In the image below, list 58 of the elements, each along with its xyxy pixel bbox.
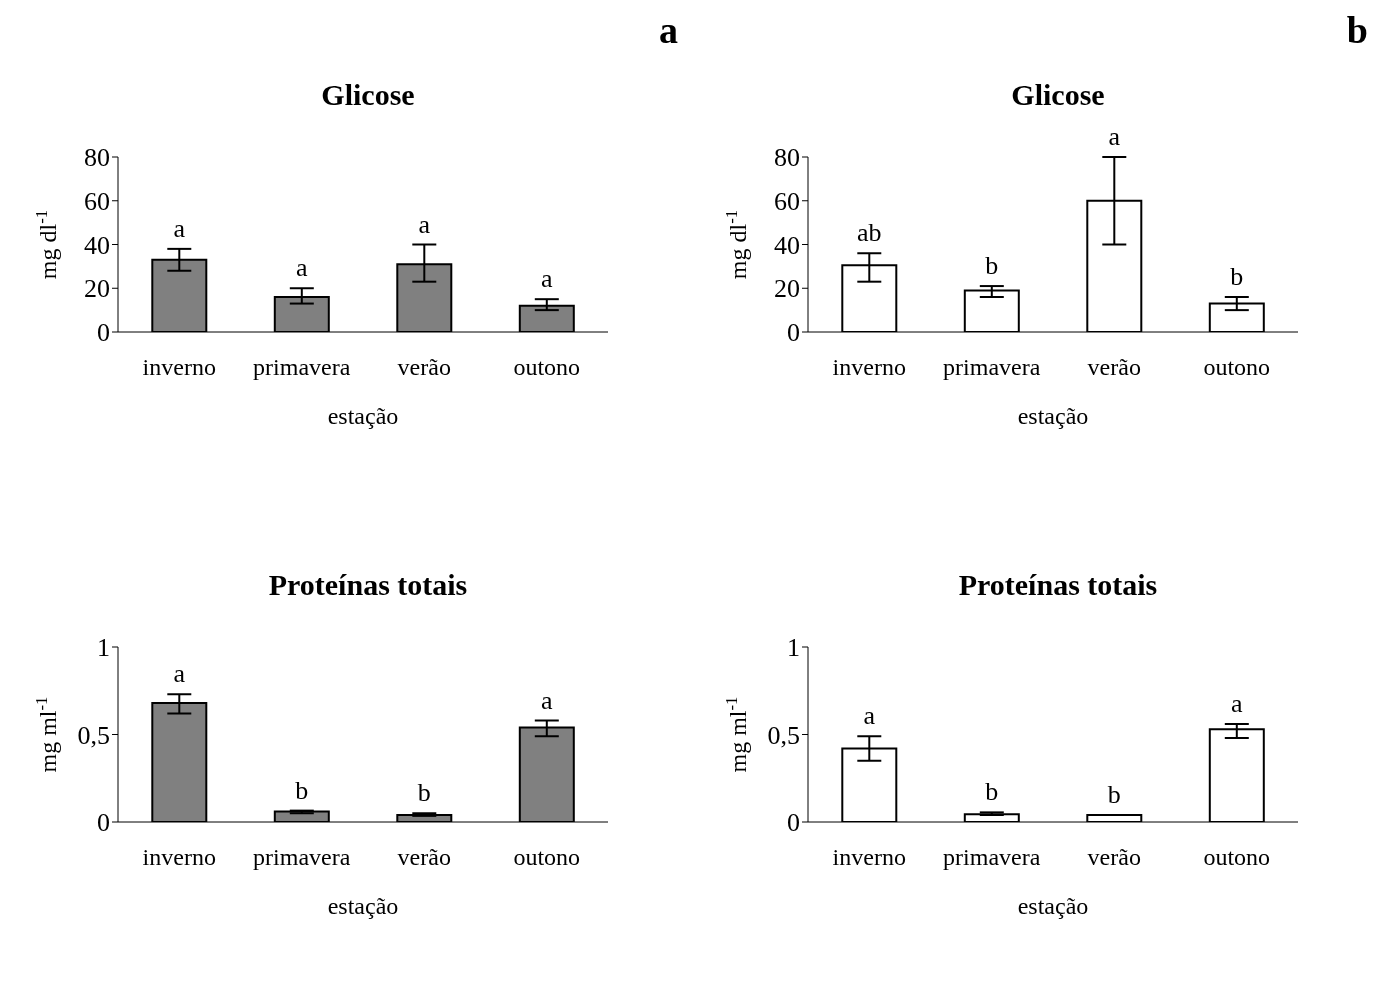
annotation: b xyxy=(417,778,431,808)
y-tick-label: 80 xyxy=(774,143,800,173)
chart-title: Proteínas totais xyxy=(267,568,469,602)
annotation: b xyxy=(295,775,309,805)
x-tick-label: verão xyxy=(1087,354,1141,381)
y-tick-label: 0 xyxy=(97,318,110,348)
y-tick-label: 0 xyxy=(787,318,800,348)
y-tick-label: 40 xyxy=(774,230,800,260)
y-tick-label: 80 xyxy=(84,143,110,173)
x-tick-label: primavera xyxy=(253,844,351,871)
x-axis-title: estação xyxy=(1017,893,1089,919)
x-axis-title: estação xyxy=(327,403,399,429)
annotation: a xyxy=(1230,689,1243,718)
x-tick-label: inverno xyxy=(832,354,906,381)
y-tick-label: 1 xyxy=(97,633,110,663)
annotation: ab xyxy=(856,218,882,248)
x-tick-label: primavera xyxy=(253,354,351,381)
annotation: a xyxy=(1108,122,1121,151)
annotation: a xyxy=(295,253,308,283)
x-tick-label: inverno xyxy=(832,844,906,871)
annotation: a xyxy=(540,264,553,294)
y-tick-label: 20 xyxy=(774,274,800,304)
x-tick-label: inverno xyxy=(142,844,216,871)
x-tick-label: verão xyxy=(397,354,451,381)
x-axis-title: estação xyxy=(327,893,399,919)
annotation: a xyxy=(173,213,186,243)
chart-title: Glicose xyxy=(1010,78,1106,112)
annotation: a xyxy=(173,659,186,689)
annotation: a xyxy=(540,685,553,715)
y-tick-label: 0,5 xyxy=(77,720,110,750)
text: a xyxy=(659,9,678,51)
y-tick-label: 0,5 xyxy=(767,720,800,750)
x-tick-label: primavera xyxy=(943,354,1041,381)
annotation: b xyxy=(1107,780,1121,809)
x-tick-label: outono xyxy=(513,844,581,871)
annotation: b xyxy=(1230,262,1244,291)
y-tick-label: 40 xyxy=(84,230,110,260)
x-tick-label: primavera xyxy=(943,844,1041,871)
chart-title: Proteínas totais xyxy=(957,568,1159,602)
y-tick-label: 1 xyxy=(787,633,800,663)
text: b xyxy=(1346,9,1368,51)
y-tick-label: 20 xyxy=(84,274,110,304)
y-tick-label: 0 xyxy=(97,808,110,838)
x-axis-title: estação xyxy=(1017,403,1089,429)
x-tick-label: outono xyxy=(513,354,581,381)
annotation: b xyxy=(985,251,999,281)
x-tick-label: verão xyxy=(1087,844,1141,871)
annotation: a xyxy=(863,701,876,731)
x-tick-label: outono xyxy=(1203,844,1271,871)
y-tick-label: 60 xyxy=(774,186,800,216)
y-tick-label: 60 xyxy=(84,186,110,216)
x-tick-label: verão xyxy=(397,844,451,871)
x-tick-label: outono xyxy=(1203,354,1271,381)
annotation: b xyxy=(985,777,999,807)
chart-title: Glicose xyxy=(320,78,416,112)
x-tick-label: inverno xyxy=(142,354,216,381)
annotation: a xyxy=(418,209,431,239)
y-tick-label: 0 xyxy=(787,808,800,838)
